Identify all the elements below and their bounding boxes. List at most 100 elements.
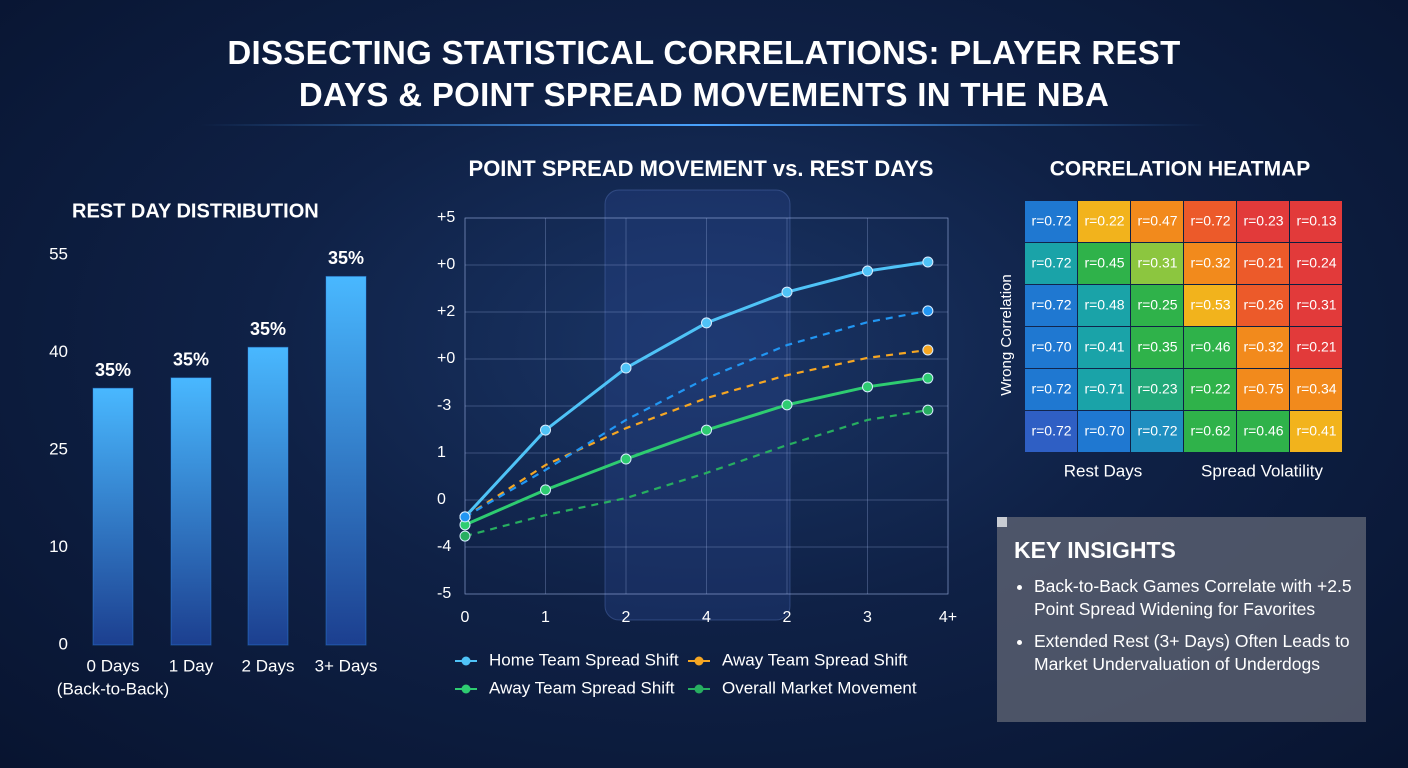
cell-label: r=0.31 [1137,255,1177,271]
heatmap-cell [1237,369,1289,410]
point [620,453,632,465]
cell-label: r=0.62 [1190,423,1230,439]
x-axis-label: Rest Days [1064,461,1142,480]
title-underline [200,124,1208,126]
heatmap-cell [1290,327,1342,368]
heatmap-cell [1184,285,1236,326]
point [781,399,793,411]
heatmap-cell [1078,285,1130,326]
y-tick-label: 40 [49,342,68,361]
cell-label: r=0.23 [1137,381,1177,397]
cell-label: r=0.32 [1190,255,1230,271]
legend-label: Overall Market Movement [722,678,917,697]
heatmap-cell [1184,201,1236,242]
heatmap-cell [1078,369,1130,410]
y-tick-label: 55 [49,244,68,263]
y-tick-label: +0 [437,256,455,273]
heatmap-cell [1078,243,1130,284]
y-tick-label: 1 [437,444,446,461]
panel-corner [997,517,1007,527]
heatmap-cell [1237,411,1289,452]
x-tick-label: 2 Days [242,656,295,675]
heatmap-cell [1290,411,1342,452]
point [922,305,934,317]
heatmap-cell [1131,285,1183,326]
cell-label: r=0.46 [1190,339,1230,355]
legend-label: Away Team Spread Shift [722,650,908,669]
heatmap-cell [1237,243,1289,284]
insight-item: Extended Rest (3+ Days) Often Leads to M… [1034,630,1379,676]
heatmap-cell [1184,327,1236,368]
legend-marker [694,656,704,666]
heatmap-cell [1131,201,1183,242]
cell-label: r=0.72 [1031,255,1071,271]
x-tick-label: 4+ [939,609,957,626]
insights-title: KEY INSIGHTS [1014,537,1176,563]
point [459,530,471,542]
x-tick-label: 2 [622,609,631,626]
legend-marker [461,684,471,694]
heatmap-cell [1237,327,1289,368]
cell-label: r=0.71 [1084,381,1124,397]
cell-label: r=0.72 [1031,381,1071,397]
insights-list: Back-to-Back Games Correlate with +2.5 P… [1014,575,1379,685]
x-tick-label: 2 [783,609,792,626]
bar [170,377,212,646]
point [922,372,934,384]
cell-label: r=0.72 [1137,423,1177,439]
cell-label: r=0.24 [1296,255,1336,271]
insights-panel: KEY INSIGHTS Back-to-Back Games Correlat… [997,517,1366,722]
insight-item: Back-to-Back Games Correlate with +2.5 P… [1034,575,1379,621]
bar-label: 35% [173,350,209,370]
point [540,424,551,436]
heatmap-cell [1290,201,1342,242]
x-tick-label: 3+ Days [315,656,378,675]
y-tick-label: +2 [437,303,455,320]
heatmap-cell [1290,243,1342,284]
cell-label: r=0.48 [1084,297,1124,313]
heatmap-cell [1025,327,1077,368]
bar-label: 35% [95,360,131,380]
main-title: DISSECTING STATISTICAL CORRELATIONS: PLA… [227,34,1181,113]
heatmap-cell [1237,285,1289,326]
heatmap-cell [1290,369,1342,410]
heatmap-cell [1184,243,1236,284]
series-line [464,309,929,518]
y-tick-label: 25 [49,439,68,458]
series-line [464,409,929,538]
point [862,265,873,277]
y-tick-label: -3 [437,397,451,414]
heatmap-cell [1025,369,1077,410]
plot-frame [464,217,949,595]
x-axis-label: Spread Volatility [1201,461,1323,480]
point [922,404,934,416]
cell-label: r=0.22 [1190,381,1230,397]
bar-label: 35% [250,319,286,339]
x-tick-label: 1 [541,609,550,626]
heatmap-cell [1184,369,1236,410]
heatmap-cell [1131,327,1183,368]
heatmap-cell [1025,411,1077,452]
bar-label: 35% [328,248,364,268]
x-tick-label: 0 Days [87,656,140,675]
x-tick-label: 4 [702,609,711,626]
cell-label: r=0.31 [1296,297,1336,313]
point [922,344,934,356]
point [701,317,712,329]
heatmap-cell [1078,411,1130,452]
heatmap-cell [1131,411,1183,452]
cell-label: r=0.47 [1137,213,1177,229]
x-tick-label: 1 Day [169,656,214,675]
y-axis-label: Wrong Correlation [998,274,1015,395]
chart-title: POINT SPREAD MOVEMENT vs. REST DAYS [469,156,934,181]
x-tick-label: 3 [863,609,872,626]
cell-label: r=0.72 [1031,423,1071,439]
series-line [464,348,929,518]
point [620,362,632,374]
bar [247,346,289,646]
chart-title: REST DAY DISTRIBUTION [72,200,319,222]
cell-label: r=0.72 [1190,213,1230,229]
cell-label: r=0.41 [1084,339,1124,355]
